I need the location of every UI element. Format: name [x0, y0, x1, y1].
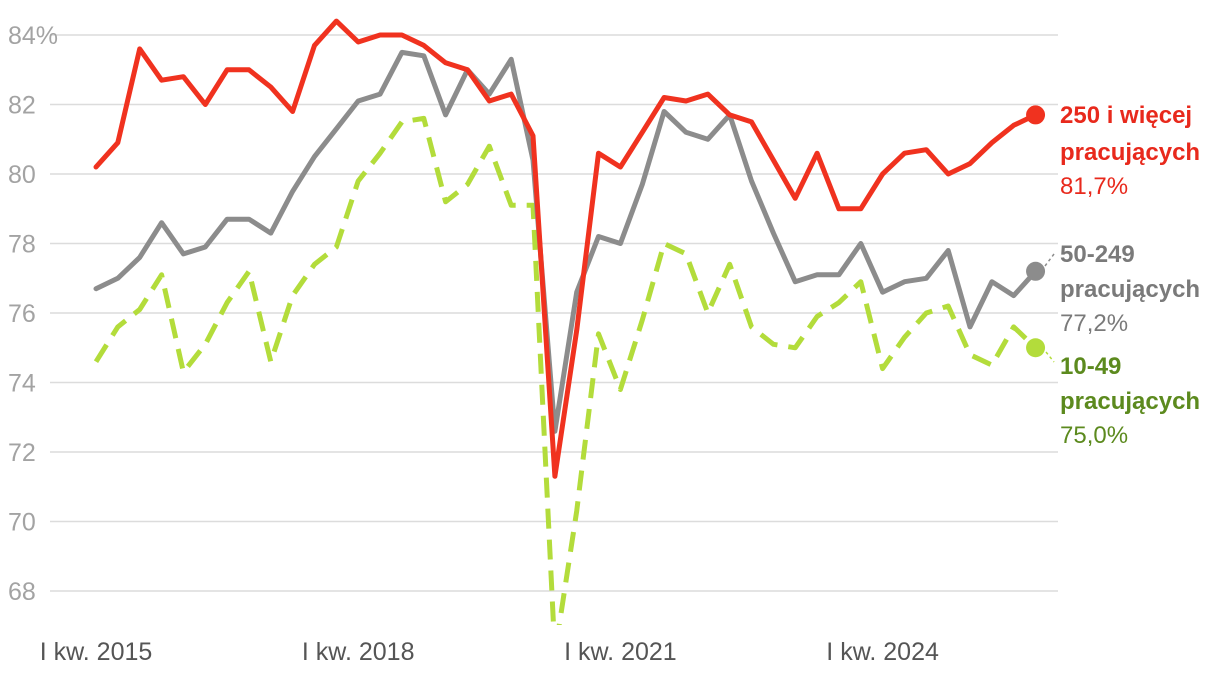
y-tick-label: 78 [8, 231, 36, 259]
series-value-label-s250: 81,7% [1060, 173, 1128, 200]
y-tick-label: 80 [8, 161, 36, 189]
y-tick-label: 68 [8, 578, 36, 606]
label-connector-s50 [1044, 253, 1055, 267]
y-tick-label: 76 [8, 300, 36, 328]
series-labels: 10-49 pracujących 75,0% 50-249 pracujących 77… [1044, 102, 1200, 449]
y-axis-ticks: 84% 82 80 78 76 74 72 70 68 [8, 22, 58, 606]
series-name-line1-s10: 10-49 [1060, 353, 1121, 380]
y-tick-label: 70 [8, 509, 36, 537]
x-tick-label: I kw. 2018 [302, 638, 415, 666]
series-end-marker-s10 [1026, 338, 1046, 358]
series-name-line2-s50: pracujących [1060, 276, 1200, 303]
series-name-line1-s50: 50-249 [1060, 241, 1135, 268]
y-tick-label: 72 [8, 439, 36, 467]
series-line-s10 [93, 115, 1038, 625]
series-value-label-s10: 75,0% [1060, 422, 1128, 449]
label-connector-s10 [1045, 351, 1055, 363]
series-line-s250 [93, 18, 1039, 479]
y-tick-label: 74 [8, 370, 36, 398]
y-tick-label: 82 [8, 92, 36, 120]
x-axis-ticks: I kw. 2015 I kw. 2018 I kw. 2021 I kw. 2024 [40, 638, 939, 666]
series-lines [93, 18, 1039, 625]
x-tick-label: I kw. 2015 [40, 638, 153, 666]
series-value-label-s50: 77,2% [1060, 310, 1128, 337]
series-name-line1-s250: 250 i więcej [1060, 102, 1192, 129]
series-line-s50 [93, 49, 1039, 434]
x-tick-label: I kw. 2021 [564, 638, 677, 666]
series-name-line2-s250: pracujących [1060, 139, 1200, 166]
gridlines [50, 34, 1058, 592]
series-end-marker-s50 [1026, 261, 1046, 281]
series-name-line2-s10: pracujących [1060, 388, 1200, 415]
series-end-marker-s250 [1026, 105, 1046, 125]
series-end-markers [1026, 105, 1046, 358]
y-tick-label: 84% [8, 22, 58, 50]
x-tick-label: I kw. 2024 [826, 638, 939, 666]
